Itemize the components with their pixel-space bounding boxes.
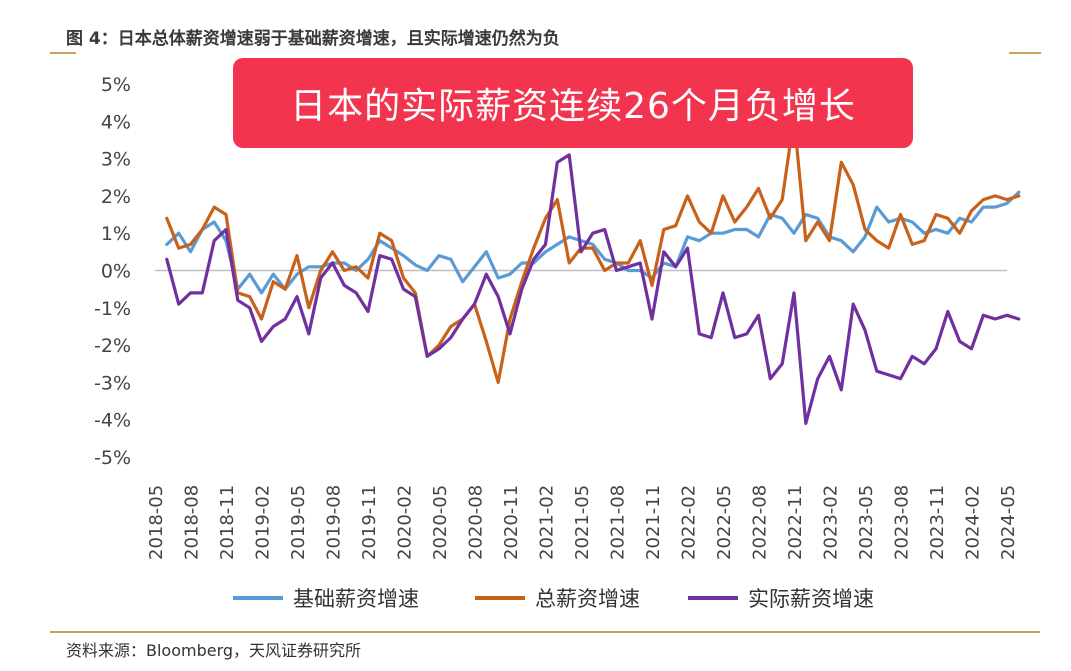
x-tick-label: 2022-02 bbox=[679, 485, 700, 560]
x-tick-label: 2019-02 bbox=[253, 485, 274, 560]
y-tick-label: -3% bbox=[94, 372, 131, 394]
x-tick-label: 2023-02 bbox=[821, 485, 842, 560]
legend-label-base-wage: 基础薪资增速 bbox=[293, 587, 419, 611]
y-tick-label: 0% bbox=[101, 261, 131, 283]
series-line-2 bbox=[165, 115, 1021, 384]
x-tick-label: 2022-08 bbox=[750, 485, 771, 560]
x-tick-label: 2023-08 bbox=[892, 485, 913, 560]
x-tick-label: 2023-11 bbox=[927, 485, 948, 560]
legend-item-total-wage: 总薪资增速 bbox=[475, 583, 640, 613]
y-tick-label: -4% bbox=[94, 410, 131, 432]
y-tick-label: 1% bbox=[101, 223, 131, 245]
x-tick-label: 2018-11 bbox=[217, 485, 238, 560]
legend-item-base-wage: 基础薪资增速 bbox=[233, 583, 419, 613]
x-tick-label: 2020-08 bbox=[466, 485, 487, 560]
source-note: 资料来源：Bloomberg，天风证券研究所 bbox=[66, 641, 362, 660]
x-tick-label: 2021-11 bbox=[643, 485, 664, 560]
chart-legend: 基础薪资增速 总薪资增速 实际薪资增速 bbox=[0, 583, 1071, 613]
legend-label-real-wage: 实际薪资增速 bbox=[748, 587, 874, 611]
y-tick-label: 2% bbox=[101, 186, 131, 208]
legend-label-total-wage: 总薪资增速 bbox=[535, 587, 640, 611]
x-tick-label: 2020-02 bbox=[395, 485, 416, 560]
x-tick-label: 2020-11 bbox=[501, 485, 522, 560]
x-tick-label: 2022-05 bbox=[714, 485, 735, 560]
y-tick-label: -5% bbox=[94, 447, 131, 469]
y-tick-label: -2% bbox=[94, 335, 131, 357]
header-rule-left bbox=[50, 52, 76, 54]
x-tick-label: 2023-05 bbox=[856, 485, 877, 560]
x-tick-label: 2021-05 bbox=[572, 485, 593, 560]
x-tick-label: 2018-08 bbox=[182, 485, 203, 560]
footer-rule bbox=[50, 631, 1040, 633]
x-tick-label: 2019-08 bbox=[324, 485, 345, 560]
legend-item-real-wage: 实际薪资增速 bbox=[688, 583, 874, 613]
y-tick-label: 3% bbox=[101, 149, 131, 171]
y-tick-label: 5% bbox=[101, 74, 131, 96]
figure-title: 图 4：日本总体薪资增速弱于基础薪资增速，且实际增速仍然为负 bbox=[66, 29, 560, 49]
series-line-3 bbox=[165, 153, 1021, 425]
banner-callout: 日本的实际薪资连续26个月负增长 bbox=[233, 58, 913, 148]
legend-swatch-total-wage bbox=[475, 596, 525, 600]
x-tick-label: 2018-05 bbox=[146, 485, 167, 560]
x-tick-label: 2020-05 bbox=[430, 485, 451, 560]
series-line-1 bbox=[165, 190, 1021, 295]
legend-swatch-real-wage bbox=[688, 596, 738, 600]
x-tick-label: 2019-11 bbox=[359, 485, 380, 560]
x-tick-label: 2021-02 bbox=[537, 485, 558, 560]
y-tick-label: 4% bbox=[101, 111, 131, 133]
legend-swatch-base-wage bbox=[233, 596, 283, 600]
x-tick-label: 2024-02 bbox=[963, 485, 984, 560]
y-tick-label: -1% bbox=[94, 298, 131, 320]
x-tick-label: 2024-05 bbox=[998, 485, 1019, 560]
x-tick-label: 2022-11 bbox=[785, 485, 806, 560]
x-tick-label: 2021-08 bbox=[608, 485, 629, 560]
x-tick-label: 2019-05 bbox=[288, 485, 309, 560]
header-rule-right bbox=[1009, 52, 1041, 54]
